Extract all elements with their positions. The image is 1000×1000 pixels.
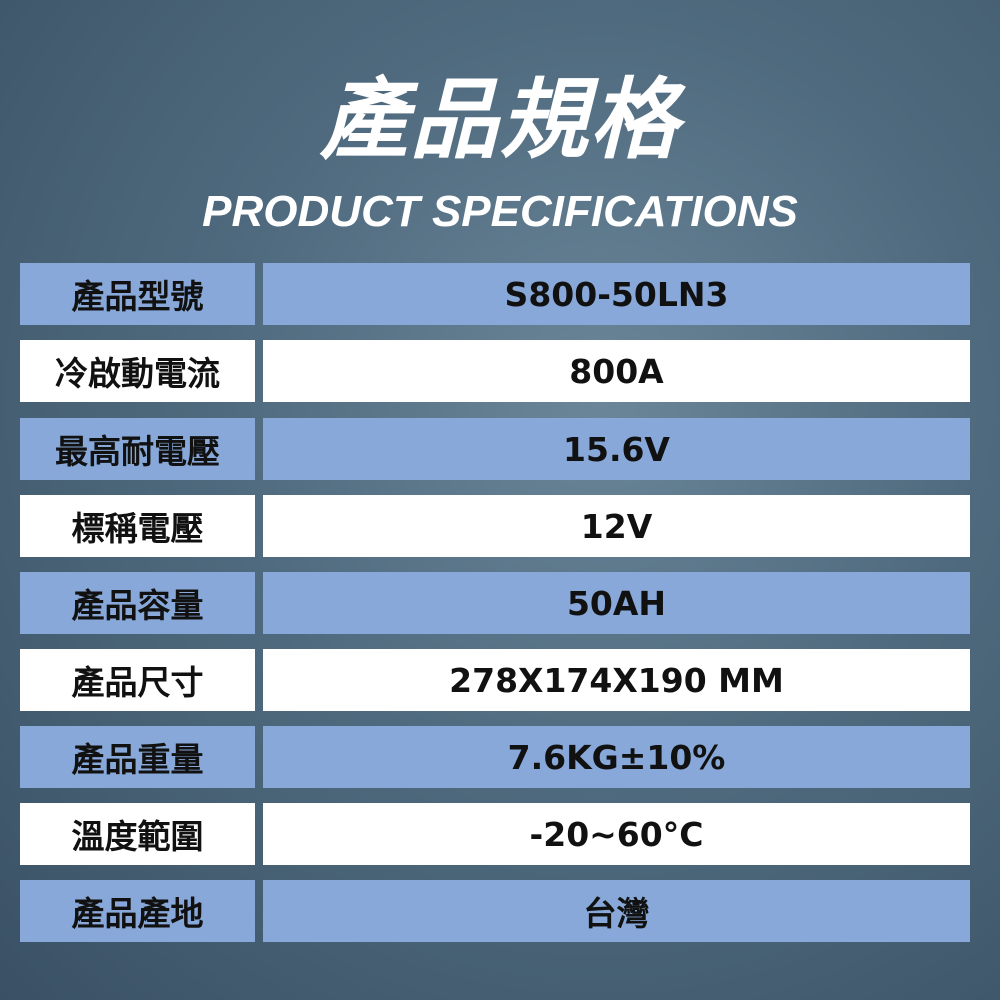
- spec-value: -20~60°C: [263, 803, 970, 865]
- table-row: 產品產地 台灣: [20, 880, 970, 942]
- spec-label: 冷啟動電流: [20, 340, 255, 402]
- table-row: 產品尺寸 278X174X190 MM: [20, 649, 970, 711]
- spec-label: 產品產地: [20, 880, 255, 942]
- spec-label: 產品尺寸: [20, 649, 255, 711]
- spec-value: 12V: [263, 495, 970, 557]
- table-row: 冷啟動電流 800A: [20, 340, 970, 402]
- table-row: 溫度範圍 -20~60°C: [20, 803, 970, 865]
- spec-value: 278X174X190 MM: [263, 649, 970, 711]
- table-row: 標稱電壓 12V: [20, 495, 970, 557]
- table-row: 產品型號 S800-50LN3: [20, 263, 970, 325]
- spec-label: 產品重量: [20, 726, 255, 788]
- spec-value: 15.6V: [263, 418, 970, 480]
- spec-label: 產品型號: [20, 263, 255, 325]
- table-row: 產品容量 50AH: [20, 572, 970, 634]
- spec-value: 台灣: [263, 880, 970, 942]
- table-row: 最高耐電壓 15.6V: [20, 418, 970, 480]
- table-row: 產品重量 7.6KG±10%: [20, 726, 970, 788]
- spec-value: 7.6KG±10%: [263, 726, 970, 788]
- spec-label: 產品容量: [20, 572, 255, 634]
- spec-value: S800-50LN3: [263, 263, 970, 325]
- page-subtitle: PRODUCT SPECIFICATIONS: [202, 187, 798, 236]
- spec-label: 標稱電壓: [20, 495, 255, 557]
- spec-value: 50AH: [263, 572, 970, 634]
- spec-label: 最高耐電壓: [20, 418, 255, 480]
- spec-label: 溫度範圍: [20, 803, 255, 865]
- page-title: 產品規格: [319, 68, 680, 171]
- spec-value: 800A: [263, 340, 970, 402]
